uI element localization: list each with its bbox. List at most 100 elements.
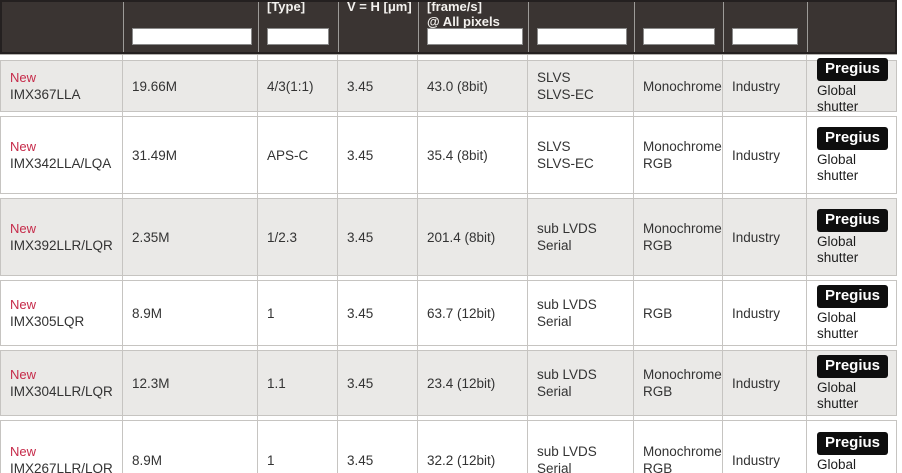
shutter-type-label: Global shutter (817, 456, 858, 473)
frame-rate-cell: 43.0 (8bit) (418, 61, 528, 111)
application-cell: Industry (723, 117, 807, 193)
table-row: New IMX367LLA 19.66M 4/3(1:1) 3.45 43.0 … (0, 57, 897, 114)
effective-pixels-cell: 31.49M (123, 117, 258, 193)
pixel-size-cell: 3.45 (338, 351, 418, 415)
header-cell-interface (529, 2, 635, 52)
pixel-size-cell: 3.45 (338, 117, 418, 193)
optical-size-cell: 1 (258, 281, 338, 345)
product-cell: New IMX304LLR/LQR (1, 351, 123, 415)
interface-cell: sub LVDS Serial (528, 199, 634, 275)
table-header-row: [Type] V = H [μm] [frame/s] @ All pixels (0, 0, 897, 54)
table-row: New IMX305LQR 8.9M 1 3.45 63.7 (12bit) s… (0, 280, 897, 346)
pixel-size-cell: 3.45 (338, 199, 418, 275)
product-name: IMX367LLA (10, 86, 81, 102)
interface-cell: SLVS SLVS-EC (528, 117, 634, 193)
pixel-size-cell: 3.45 (338, 61, 418, 111)
header-cell-effective-pixels (124, 2, 259, 52)
optical-size-cell: 4/3(1:1) (258, 61, 338, 111)
interface-cell: sub LVDS Serial (528, 281, 634, 345)
new-badge: New (10, 220, 37, 236)
header-cell-product (2, 2, 124, 52)
table-row: New IMX304LLR/LQR 12.3M 1.1 3.45 23.4 (1… (0, 350, 897, 416)
optical-size-cell: 1.1 (258, 351, 338, 415)
shutter-cell: Pregius Global shutter (807, 351, 896, 415)
shutter-type-label: Global shutter (817, 379, 859, 411)
color-cell: RGB (634, 281, 723, 345)
application-cell: Industry (723, 199, 807, 275)
effective-pixels-cell: 2.35M (123, 199, 258, 275)
product-cell: New IMX305LQR (1, 281, 123, 345)
table-row: New IMX267LLR/LQR 8.9M 1 3.45 32.2 (12bi… (0, 420, 897, 473)
filter-input-application[interactable] (732, 28, 798, 45)
new-badge: New (10, 69, 37, 85)
pixel-size-cell: 3.45 (338, 421, 418, 473)
interface-cell: sub LVDS Serial (528, 421, 634, 473)
interface-cell: sub LVDS Serial (528, 351, 634, 415)
color-cell: Monochrome (634, 61, 723, 111)
filter-input-frame-rate[interactable] (427, 28, 523, 45)
product-name: IMX305LQR (10, 313, 85, 329)
product-cell: New IMX267LLR/LQR (1, 421, 123, 473)
filter-input-effective-pixels[interactable] (132, 28, 252, 45)
optical-size-cell: APS-C (258, 117, 338, 193)
frame-rate-cell: 32.2 (12bit) (418, 421, 528, 473)
color-cell: Monochrome RGB (634, 421, 723, 473)
application-cell: Industry (723, 421, 807, 473)
color-cell: Monochrome RGB (634, 351, 723, 415)
header-label-optical-size-type: [Type] (267, 0, 306, 14)
color-cell: Monochrome RGB (634, 117, 723, 193)
frame-rate-cell: 35.4 (8bit) (418, 117, 528, 193)
shutter-cell: Pregius Global shutter (807, 117, 896, 193)
application-cell: Industry (723, 351, 807, 415)
new-badge: New (10, 366, 37, 382)
product-cell: New IMX392LLR/LQR (1, 199, 123, 275)
optical-size-cell: 1/2.3 (258, 199, 338, 275)
pregius-badge: Pregius (817, 431, 889, 455)
new-badge: New (10, 443, 37, 459)
effective-pixels-cell: 12.3M (123, 351, 258, 415)
filter-input-color[interactable] (643, 28, 715, 45)
shutter-type-label: Global shutter (817, 233, 859, 265)
product-name: IMX392LLR/LQR (10, 237, 113, 253)
effective-pixels-cell: 19.66M (123, 61, 258, 111)
filter-input-interface[interactable] (537, 28, 627, 45)
table-row: New IMX342LLA/LQA 31.49M APS-C 3.45 35.4… (0, 116, 897, 194)
product-name: IMX342LLA/LQA (10, 155, 112, 171)
application-cell: Industry (723, 61, 807, 111)
header-cell-application (724, 2, 808, 52)
new-badge: New (10, 296, 37, 312)
optical-size-cell: 1 (258, 421, 338, 473)
shutter-cell: Pregius Global shutter (807, 421, 896, 473)
header-cell-optical-size-type: [Type] (259, 2, 339, 52)
pregius-badge: Pregius (817, 208, 889, 232)
header-cell-frame-rate: [frame/s] @ All pixels (419, 2, 529, 52)
shutter-cell: Pregius Global shutter (807, 199, 896, 275)
effective-pixels-cell: 8.9M (123, 421, 258, 473)
header-cell-pixel-size: V = H [μm] (339, 2, 419, 52)
table-row: New IMX392LLR/LQR 2.35M 1/2.3 3.45 201.4… (0, 198, 897, 276)
filter-input-optical-size-type[interactable] (267, 28, 329, 45)
effective-pixels-cell: 8.9M (123, 281, 258, 345)
shutter-cell: Pregius Global shutter (807, 281, 896, 345)
application-cell: Industry (723, 281, 807, 345)
pregius-badge: Pregius (817, 354, 889, 378)
frame-rate-cell: 63.7 (12bit) (418, 281, 528, 345)
product-cell: New IMX342LLA/LQA (1, 117, 123, 193)
new-badge: New (10, 138, 37, 154)
header-label-frame-rate: [frame/s] @ All pixels (427, 0, 500, 29)
header-cell-color (635, 2, 724, 52)
pixel-size-cell: 3.45 (338, 281, 418, 345)
header-cell-shutter (808, 2, 895, 52)
interface-cell: SLVS SLVS-EC (528, 61, 634, 111)
shutter-type-label: Global shutter (817, 309, 859, 341)
header-label-pixel-size: V = H [μm] (347, 0, 412, 14)
shutter-type-label: Global shutter (817, 82, 859, 114)
pregius-badge: Pregius (817, 126, 889, 150)
product-cell: New IMX367LLA (1, 61, 123, 111)
shutter-cell: Pregius Global shutter (807, 57, 896, 114)
shutter-type-label: Global shutter (817, 151, 859, 183)
frame-rate-cell: 201.4 (8bit) (418, 199, 528, 275)
pregius-badge: Pregius (817, 57, 889, 81)
